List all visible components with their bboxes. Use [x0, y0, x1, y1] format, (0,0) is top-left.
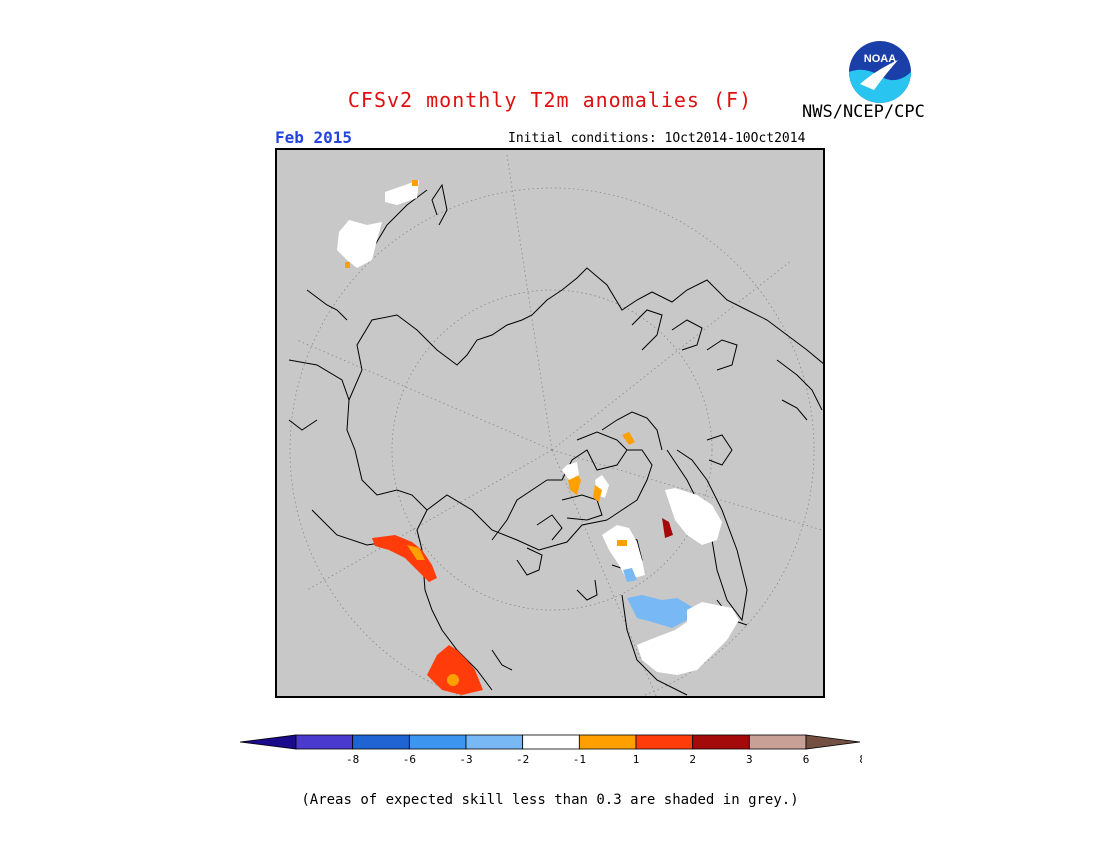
valid-month: Feb 2015: [275, 128, 353, 147]
colorbar-bin: [408, 734, 467, 750]
colorbar-bin: [635, 734, 694, 750]
colorbar-tick-label: -8: [346, 753, 359, 766]
coastlines: [288, 183, 823, 696]
colorbar-bin: [578, 734, 637, 750]
colorbar-bin: [805, 734, 861, 750]
colorbar-bin: [295, 734, 354, 750]
colorbar-bin: [522, 734, 580, 750]
chart-title: CFSv2 monthly T2m anomalies (F): [347, 88, 753, 112]
colorbar-bin: [240, 734, 297, 750]
noaa-logo: NOAA: [849, 41, 911, 103]
colorbar-tick-label: 6: [803, 753, 810, 766]
colorbar-tick-label: 3: [746, 753, 753, 766]
colorbar-tick-label: -1: [573, 753, 586, 766]
agency-label: NWS/NCEP/CPC: [802, 102, 925, 122]
colorbar-tick-label: -6: [403, 753, 416, 766]
colorbar-tick-label: 1: [633, 753, 640, 766]
colorbar-tick-label: -2: [516, 753, 529, 766]
graticule: [289, 154, 823, 696]
colorbar: -8 -6 -3 -2 -1 1 2 3 6 8: [240, 734, 862, 766]
colorbar-tick-label: 2: [689, 753, 696, 766]
polar-map: [275, 148, 825, 698]
colorbar-bin: [352, 734, 410, 750]
colorbar-bin: [748, 734, 807, 750]
svg-text:NOAA: NOAA: [864, 53, 896, 65]
colorbar-tick-label: 8: [859, 753, 862, 766]
colorbar-bin: [692, 734, 750, 750]
colorbar-bin: [465, 734, 524, 750]
anomaly-patches: [337, 180, 739, 695]
initial-conditions: Initial conditions: 1Oct2014-10Oct2014: [508, 131, 806, 146]
colorbar-tick-label: -3: [459, 753, 472, 766]
skill-footnote: (Areas of expected skill less than 0.3 a…: [301, 792, 799, 808]
